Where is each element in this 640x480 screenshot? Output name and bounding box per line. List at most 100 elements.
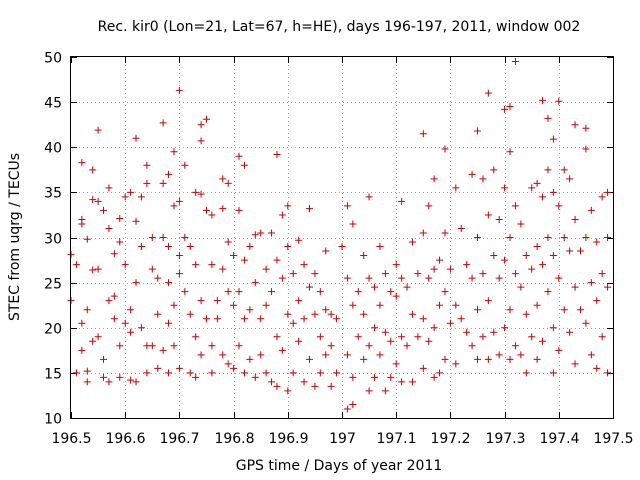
data-point [436,369,444,377]
data-point [474,355,481,363]
data-point [446,265,454,273]
data-point [159,179,167,187]
data-point [181,234,189,241]
data-point [506,148,514,156]
data-point [208,261,216,269]
data-point [463,328,471,336]
data-point [197,121,205,129]
data-points [67,58,612,413]
data-point [571,215,579,223]
data-point [240,315,248,323]
data-point [360,252,368,260]
data-point [533,179,541,187]
data-point [441,355,449,363]
data-point [175,270,183,278]
data-point [132,134,140,142]
data-point [165,319,173,327]
data-point [582,234,590,241]
data-point [316,288,324,296]
data-point [604,283,612,291]
data-point [327,310,335,318]
data-point [468,170,476,178]
data-point [598,333,606,341]
data-point [127,328,135,336]
data-point [365,342,373,350]
data-point [490,252,498,260]
y-axis-label: STEC from uqrg / TECUs [7,153,23,321]
data-point [560,306,568,314]
y-tick-label: 15 [44,367,62,383]
data-point [175,197,183,205]
data-point [203,206,210,214]
data-point [165,369,173,377]
data-point [555,202,563,210]
data-point [148,342,156,350]
data-point [343,405,351,413]
data-point [208,369,216,377]
axis-ticks [71,57,614,419]
data-point [322,247,330,255]
data-point [560,166,568,174]
data-point [474,234,481,241]
data-point [490,328,498,336]
data-point [105,378,113,386]
data-point [387,373,395,381]
data-point [257,229,265,237]
data-point [408,238,416,246]
data-point [148,234,156,241]
data-point [587,279,595,287]
x-tick-label: 196.9 [268,431,308,447]
y-tick-label: 50 [44,51,62,67]
data-point [511,270,519,278]
data-point [522,310,530,318]
data-point [170,301,178,309]
data-point [484,89,492,97]
data-point [549,188,557,196]
data-point [100,355,108,363]
data-point [555,97,563,105]
data-point [278,211,286,219]
data-point [154,310,162,318]
data-point [300,315,308,323]
data-point [419,364,427,372]
y-tick-label: 30 [44,232,62,248]
data-point [343,202,351,210]
data-point [555,346,563,354]
data-point [539,337,547,345]
data-point [549,324,557,332]
data-point [165,170,173,178]
data-point [121,193,129,201]
data-point [419,229,427,237]
data-point [544,114,552,122]
data-point [495,274,503,282]
data-point [517,220,525,228]
data-point [506,306,514,314]
data-point [192,261,200,269]
data-point [587,351,595,359]
data-point [246,355,254,363]
data-point [203,115,210,123]
data-point [387,337,395,345]
data-point [165,279,173,287]
data-point [354,333,362,341]
data-point [116,342,124,350]
data-point [528,333,536,341]
data-point [593,364,601,372]
data-point [273,382,281,390]
data-point [495,215,503,223]
data-point [387,288,395,296]
data-point [511,202,519,210]
data-point [116,215,124,223]
data-point [436,301,444,309]
data-point [121,261,129,269]
data-point [425,202,433,210]
data-point [159,119,167,127]
data-point [137,193,145,201]
chart-title: Rec. kir0 (Lon=21, Lat=67, h=HE), days 1… [98,19,581,35]
data-point [208,342,216,350]
data-point [143,161,151,169]
data-point [598,270,606,278]
data-point [121,319,129,327]
data-point [392,261,400,269]
data-point [72,261,80,269]
